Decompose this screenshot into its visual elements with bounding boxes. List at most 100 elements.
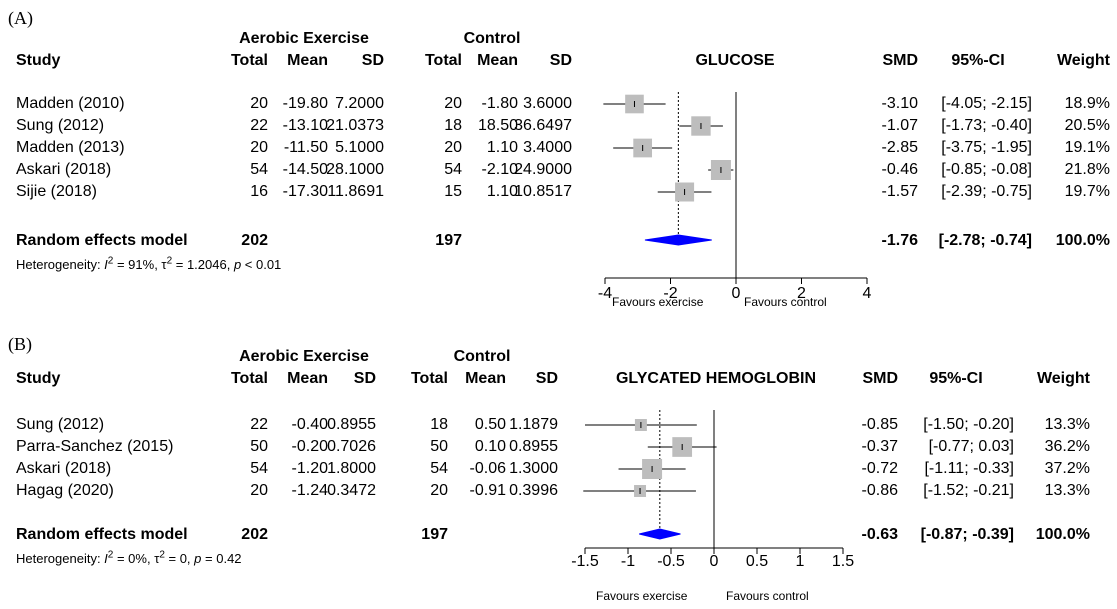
ctrl-mean: -0.06: [469, 460, 506, 477]
study-ci: [-0.77; 0.03]: [928, 438, 1014, 455]
plot-title: GLYCATED HEMOGLOBIN: [615, 370, 816, 387]
x-tick-label: 4: [863, 285, 872, 302]
pooled-ctrl-total: 197: [435, 232, 462, 249]
ctrl-mean: 1.10: [486, 139, 518, 156]
ctrl-mean: -2.10: [481, 161, 518, 178]
study-marker: [583, 485, 696, 497]
exp-total: 20: [250, 95, 268, 112]
pooled-ci: [-0.87; -0.39]: [920, 526, 1014, 543]
ctrl-sd: 1.1879: [509, 416, 558, 433]
exp-mean: -17.30: [282, 183, 328, 200]
ctrl-total: 20: [444, 139, 462, 156]
exp-mean: -0.20: [291, 438, 328, 455]
ctrl-mean: -1.80: [481, 95, 518, 112]
group-label-control: Control: [453, 348, 511, 365]
study-ci: [-1.50; -0.20]: [923, 416, 1014, 433]
header-ctrl-mean: Mean: [477, 52, 518, 69]
pooled-label: Random effects model: [16, 526, 188, 543]
ctrl-sd: 3.4000: [523, 139, 572, 156]
exp-sd: 0.3472: [327, 482, 376, 499]
header-exp-total: Total: [230, 370, 268, 387]
ctrl-sd: 0.8955: [509, 438, 558, 455]
pooled-weight: 100.0%: [1035, 526, 1090, 543]
pooled-diamond: [644, 234, 712, 246]
study-smd: -0.86: [861, 482, 898, 499]
study-name: Parra-Sanchez (2015): [16, 438, 174, 455]
forest-plot-hba1c: (B) Aerobic Exercise Control Study Total…: [0, 312, 1117, 609]
ctrl-total: 18: [444, 117, 462, 134]
forest-plot-area: -1.5 -1 -0.5 0 0.5 1 1.5 Favours exercise Favour…: [571, 410, 854, 603]
exp-mean: -1.24: [291, 482, 328, 499]
heterogeneity: Heterogeneity: I2 = 0%, τ2 = 0, p = 0.42: [16, 549, 242, 566]
study-smd: -0.72: [861, 460, 898, 477]
study-name: Askari (2018): [16, 460, 112, 477]
ctrl-mean: 0.50: [474, 416, 506, 433]
panel-label: (A): [8, 8, 33, 28]
header-study: Study: [16, 52, 61, 69]
study-marker: [647, 437, 717, 457]
study-weight: 36.2%: [1044, 438, 1090, 455]
x-tick-label: -1: [621, 553, 635, 570]
study-weight: 19.7%: [1064, 183, 1110, 200]
study-name: Sung (2012): [16, 117, 105, 134]
study-marker: [585, 419, 697, 431]
favours-control-label: Favours control: [744, 295, 827, 309]
ctrl-total: 15: [444, 183, 462, 200]
pooled-ctrl-total: 197: [421, 526, 448, 543]
x-tick-label: -0.5: [657, 553, 685, 570]
ctrl-total: 54: [430, 460, 448, 477]
pooled-label: Random effects model: [16, 232, 188, 249]
exp-total: 22: [250, 416, 268, 433]
plot-title: GLUCOSE: [695, 52, 775, 69]
study-name: Hagag (2020): [16, 482, 114, 499]
ctrl-total: 50: [430, 438, 448, 455]
exp-sd: 11.8691: [327, 183, 384, 200]
study-ci: [-2.39; -0.75]: [941, 183, 1032, 200]
pooled-ci: [-2.78; -0.74]: [938, 232, 1032, 249]
study-name: Madden (2013): [16, 139, 125, 156]
study-marker: [618, 459, 686, 479]
header-exp-mean: Mean: [287, 370, 328, 387]
study-smd: -2.85: [881, 139, 918, 156]
exp-total: 54: [250, 161, 268, 178]
ctrl-sd: 24.9000: [514, 161, 572, 178]
pooled-weight: 100.0%: [1055, 232, 1110, 249]
study-marker: [603, 94, 666, 114]
x-tick-label: 0: [710, 553, 719, 570]
header-smd: SMD: [882, 52, 918, 69]
study-weight: 37.2%: [1044, 460, 1090, 477]
study-name: Askari (2018): [16, 161, 112, 178]
ctrl-mean: -0.91: [469, 482, 506, 499]
group-label-exercise: Aerobic Exercise: [239, 30, 369, 47]
heterogeneity: Heterogeneity: I2 = 91%, τ2 = 1.2046, p …: [16, 255, 282, 272]
exp-mean: -11.50: [283, 139, 328, 156]
x-tick-label: -1.5: [571, 553, 599, 570]
study-weight: 20.5%: [1064, 117, 1110, 134]
study-ci: [-4.05; -2.15]: [941, 95, 1032, 112]
ctrl-sd: 1.3000: [509, 460, 558, 477]
exp-total: 16: [250, 183, 268, 200]
study-smd: -3.10: [881, 95, 918, 112]
study-weight: 19.1%: [1064, 139, 1110, 156]
exp-sd: 5.1000: [335, 139, 384, 156]
exp-sd: 0.8955: [327, 416, 376, 433]
exp-total: 50: [250, 438, 268, 455]
study-weight: 13.3%: [1044, 482, 1090, 499]
study-smd: -0.37: [861, 438, 898, 455]
pooled-smd: -1.76: [881, 232, 918, 249]
header-ci: 95%-CI: [951, 52, 1005, 69]
study-ci: [-1.73; -0.40]: [941, 117, 1032, 134]
ctrl-sd: 0.3996: [509, 482, 558, 499]
x-tick-label: 0.5: [746, 553, 768, 570]
header-study: Study: [16, 370, 61, 387]
exp-mean: -14.50: [282, 161, 328, 178]
ctrl-total: 20: [430, 482, 448, 499]
forest-plot-area: -4 -2 0 2 4 Favours exercise Favours control: [598, 92, 872, 309]
header-exp-sd: SD: [361, 52, 384, 69]
x-tick-label: -4: [598, 285, 612, 302]
panel-label: (B): [8, 334, 32, 354]
study-weight: 21.8%: [1064, 161, 1110, 178]
forest-plot-glucose: (A) Aerobic Exercise Control Study Total…: [8, 8, 1110, 309]
header-exp-sd: SD: [353, 370, 376, 387]
study-weight: 13.3%: [1044, 416, 1090, 433]
